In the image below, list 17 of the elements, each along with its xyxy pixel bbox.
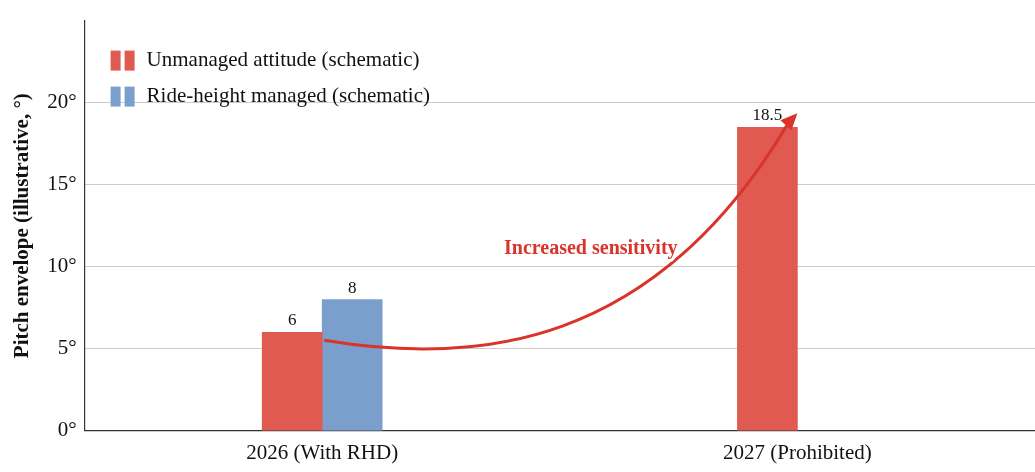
data-label: 8 bbox=[347, 277, 357, 297]
data-label: 6 bbox=[287, 310, 297, 330]
y-tick-label: 10° bbox=[47, 253, 77, 278]
data-label: 18.5 bbox=[752, 105, 783, 125]
bar bbox=[321, 299, 383, 431]
y-tick-label: 0° bbox=[57, 417, 77, 442]
x-tick-label: 2026 (With RHD) bbox=[246, 439, 399, 464]
y-tick-label: 20° bbox=[47, 89, 77, 114]
legend-label: Ride-height managed (schematic) bbox=[146, 83, 430, 108]
legend-label: Unmanaged attitude (schematic) bbox=[146, 47, 420, 72]
annotation: Increased sensitivity bbox=[504, 236, 678, 260]
bar bbox=[261, 332, 323, 431]
bar bbox=[737, 126, 798, 431]
y-tick-label: 5° bbox=[57, 335, 77, 360]
x-tick-label: 2027 (Prohibited) bbox=[723, 439, 872, 464]
y-tick-label: 15° bbox=[47, 171, 77, 196]
y-axis-title: Pitch envelope (illustrative, °) bbox=[9, 93, 34, 359]
